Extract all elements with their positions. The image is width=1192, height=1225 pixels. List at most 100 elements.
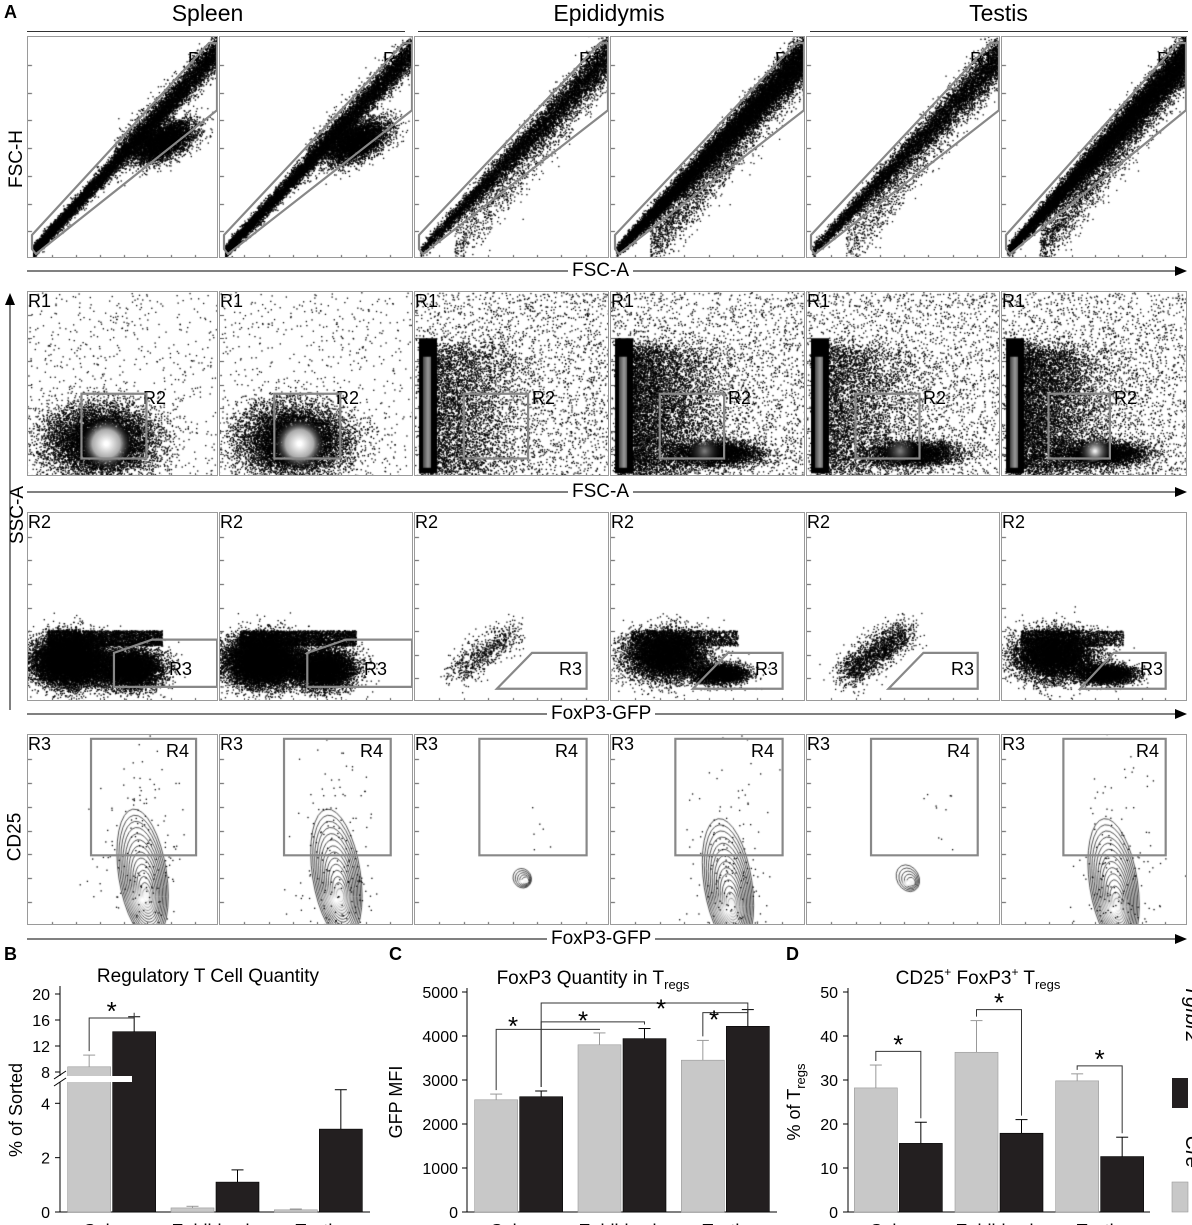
gate-r1 bbox=[1004, 41, 1186, 256]
flow-plot-dots bbox=[807, 513, 999, 700]
gate-outline bbox=[1004, 41, 1186, 256]
gate-input-label: R2 bbox=[611, 512, 635, 532]
gate-r1 bbox=[222, 41, 412, 256]
flow-plot-dots bbox=[1002, 735, 1186, 924]
flow-plot-dots bbox=[415, 37, 608, 257]
flow-plot-dots bbox=[415, 513, 608, 700]
y-tick-label: 10 bbox=[820, 1161, 838, 1178]
gate-r3 bbox=[1077, 651, 1167, 690]
significance-bracket bbox=[495, 1028, 600, 1091]
chart-title: FoxP3 Quantity in Tregs bbox=[497, 968, 690, 992]
bar-epididymis-cre bbox=[954, 1051, 999, 1213]
legend-text: Cre bbox=[1181, 1136, 1192, 1168]
gate-input-label: R1 bbox=[187, 49, 211, 69]
gate-output-label: R2 bbox=[1114, 388, 1138, 408]
ylabel-sub: regs bbox=[793, 1063, 808, 1089]
panel-letter-c: C bbox=[389, 944, 402, 964]
flow-plot-r1-c1: R1 bbox=[27, 36, 218, 258]
gate-outline bbox=[478, 737, 588, 857]
bar-spleen-cre bbox=[854, 1087, 898, 1213]
flow-plot-dots bbox=[611, 735, 804, 924]
significance-star: * bbox=[656, 993, 666, 1023]
y-tick-label: 0 bbox=[449, 1205, 458, 1222]
flow-plot-dots bbox=[611, 292, 804, 475]
flow-plot-r4-c5: R3 R4 bbox=[806, 734, 1000, 925]
significance-star: * bbox=[107, 996, 117, 1026]
y-tick-label: 3000 bbox=[422, 1073, 458, 1090]
title-part: T bbox=[1018, 968, 1035, 989]
gate-r2 bbox=[658, 392, 726, 460]
gate-outline bbox=[658, 392, 726, 460]
x-tick-label: Testis bbox=[702, 1221, 748, 1225]
flow-plot-r4-c4: R3 R4 bbox=[610, 734, 805, 925]
bar-spleen-tgfbr2 bbox=[112, 1031, 156, 1213]
gate-output-label: R2 bbox=[532, 388, 556, 408]
gate-output-label: R3 bbox=[951, 659, 975, 679]
gate-outline bbox=[222, 41, 412, 256]
title-sub: regs bbox=[1035, 977, 1061, 992]
ylabel-text: % of T bbox=[784, 1089, 804, 1141]
y-tick-label: 1000 bbox=[422, 1161, 458, 1178]
gate-r1 bbox=[417, 41, 608, 256]
flow-plot-r3-c6: R2 R3 bbox=[1001, 512, 1187, 701]
gate-r1 bbox=[613, 41, 804, 256]
panel-letter-d: D bbox=[786, 944, 799, 964]
y-axis-label: % of Sorted bbox=[6, 1063, 26, 1157]
y-axis-label: GFP MFI bbox=[386, 1066, 406, 1139]
gate-outline bbox=[30, 41, 217, 256]
gate-input-label: R1 bbox=[578, 49, 602, 69]
axis-break bbox=[52, 1076, 132, 1082]
gate-input-label: R1 bbox=[969, 49, 993, 69]
flow-plot-r2-c3: R1 R2 bbox=[414, 291, 609, 476]
gate-r3 bbox=[885, 651, 979, 690]
gate-input-label: R2 bbox=[1002, 512, 1026, 532]
gate-output-label: R2 bbox=[923, 388, 947, 408]
gate-output-label: R4 bbox=[751, 741, 775, 761]
gate-r4 bbox=[1062, 737, 1167, 857]
flow-plot-dots bbox=[415, 735, 608, 924]
gate-r1 bbox=[809, 41, 999, 256]
gate-outline bbox=[674, 737, 784, 857]
gate-outline bbox=[690, 651, 784, 690]
x-label-fsc-a-row1: FSC-A bbox=[568, 260, 633, 282]
flow-plot-dots bbox=[220, 37, 412, 257]
gate-outline bbox=[1047, 392, 1111, 460]
bar-testis-tgfbr2 bbox=[1100, 1156, 1144, 1213]
chart-c-foxp3-quantity: FoxP3 Quantity in Tregs Spleen Epididymis T… bbox=[386, 968, 777, 1225]
flow-plot-dots bbox=[807, 735, 999, 924]
significance-star: * bbox=[1095, 1044, 1105, 1074]
flow-plot-r1-c5: R1 bbox=[806, 36, 1000, 258]
flow-plot-r1-c4: R1 bbox=[610, 36, 805, 258]
x-tick-label: Spleen bbox=[491, 1221, 547, 1225]
gate-r4 bbox=[89, 737, 198, 857]
flow-plot-r3-c2: R2 R3 bbox=[219, 512, 413, 701]
gate-output-label: R3 bbox=[364, 659, 388, 679]
gate-input-label: R3 bbox=[1002, 734, 1026, 754]
y-tick-label: 50 bbox=[820, 985, 838, 1002]
significance-star: * bbox=[508, 1011, 518, 1041]
gate-input-label: R3 bbox=[28, 734, 52, 754]
gate-outline bbox=[613, 41, 804, 256]
gate-output-label: R4 bbox=[166, 741, 190, 761]
gate-input-label: R2 bbox=[415, 512, 439, 532]
bar-testis-cre bbox=[1055, 1080, 1099, 1213]
y-axis-label: % of Tregs bbox=[784, 1063, 808, 1140]
x-tick-label: Testis bbox=[1077, 1221, 1123, 1225]
tissue-header-testis: Testis bbox=[969, 0, 1028, 26]
gate-input-label: R1 bbox=[382, 49, 406, 69]
bar-testis-cre bbox=[274, 1209, 318, 1213]
flow-plot-r1-c6: R1 bbox=[1001, 36, 1187, 258]
bar-spleen-cre bbox=[474, 1099, 518, 1213]
flow-plot-dots bbox=[220, 292, 412, 475]
flow-plot-r1-c2: R1 bbox=[219, 36, 413, 258]
bar-epididymis-tgfbr2 bbox=[215, 1181, 260, 1213]
flow-plot-dots bbox=[807, 292, 999, 475]
flow-plot-r1-c3: R1 bbox=[414, 36, 609, 258]
bar-testis-cre bbox=[681, 1059, 725, 1213]
tissue-underline-epididymis bbox=[418, 31, 793, 32]
y-tick-label: 30 bbox=[820, 1073, 838, 1090]
axis-break-mark bbox=[53, 1077, 67, 1087]
significance-bracket bbox=[875, 1050, 922, 1119]
gate-input-label: R3 bbox=[220, 734, 244, 754]
tissue-header-spleen: Spleen bbox=[171, 0, 244, 26]
